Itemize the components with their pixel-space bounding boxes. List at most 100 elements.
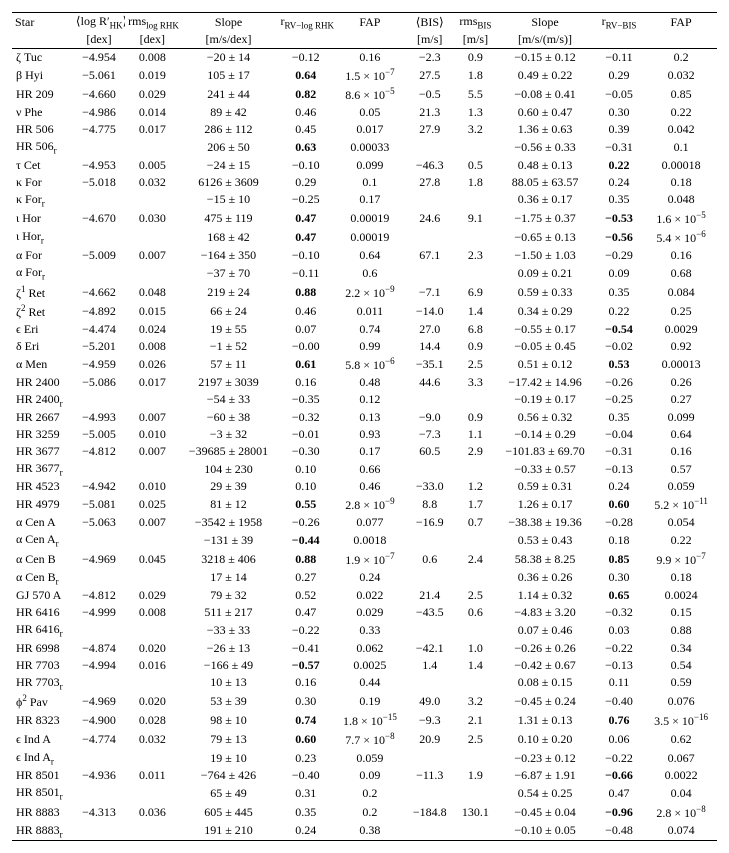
table-body: ζ Tuc−4.9540.008−20 ± 14−0.120.16−2.30.9… <box>12 49 717 841</box>
cell-fap2: 5.4 × 10−6 <box>645 228 717 247</box>
cell-star: HR 6416r <box>12 621 73 639</box>
cell-logR <box>73 822 125 841</box>
cell-r1: 0.88 <box>277 283 334 302</box>
col-header-10: FAP <box>645 13 717 32</box>
cell-bis: −9.0 <box>406 409 454 426</box>
cell-rms2: 2.5 <box>454 587 498 604</box>
cell-r1: 0.07 <box>277 321 334 338</box>
cell-fap2: 0.16 <box>645 443 717 460</box>
cell-r2: 0.09 <box>593 264 645 282</box>
cell-star: α Forr <box>12 264 73 282</box>
cell-star: ζ1 Ret <box>12 283 73 302</box>
table-row: κ For−5.0180.0326126 ± 36090.290.127.81.… <box>12 174 717 191</box>
cell-bis <box>406 138 454 156</box>
table-row: HR 6998−4.8740.020−26 ± 13−0.410.062−42.… <box>12 640 717 657</box>
table-row: HR 7703−4.9940.016−166 ± 49−0.570.00251.… <box>12 657 717 674</box>
cell-rms2: 0.5 <box>454 157 498 174</box>
cell-rms2 <box>454 264 498 282</box>
table-row: τ Cet−4.9530.005−24 ± 15−0.100.099−46.30… <box>12 157 717 174</box>
cell-star: α For <box>12 247 73 264</box>
cell-r1: 0.30 <box>277 692 334 711</box>
cell-r1: 0.16 <box>277 374 334 391</box>
col-header-3: Slope <box>180 13 278 32</box>
cell-star: HR 7703r <box>12 674 73 692</box>
cell-r2: −0.31 <box>593 443 645 460</box>
cell-bis: 67.1 <box>406 247 454 264</box>
cell-fap1: 0.059 <box>334 749 406 767</box>
cell-rms1: 0.011 <box>125 767 179 784</box>
cell-fap1: 0.062 <box>334 640 406 657</box>
cell-fap1: 7.7 × 10−8 <box>334 730 406 749</box>
cell-fap1: 0.029 <box>334 604 406 621</box>
cell-slope2: −1.50 ± 1.03 <box>497 247 593 264</box>
cell-rms1: 0.028 <box>125 711 179 730</box>
table-row: HR 3677−4.8120.007−39685 ± 28001−0.300.1… <box>12 443 717 460</box>
cell-rms2 <box>454 391 498 409</box>
cell-bis: 60.5 <box>406 443 454 460</box>
cell-r2: −0.53 <box>593 209 645 228</box>
header-row-1: Star⟨log R′HK⟩rmslog RHKSloperRV−log RHK… <box>12 13 717 32</box>
cell-slope1: 6126 ± 3609 <box>180 174 278 191</box>
table-row: ζ1 Ret−4.6620.048219 ± 240.882.2 × 10−9−… <box>12 283 717 302</box>
cell-r2: −0.56 <box>593 228 645 247</box>
cell-logR: −4.660 <box>73 85 125 104</box>
cell-rms2: 2.5 <box>454 730 498 749</box>
cell-r2: −0.02 <box>593 338 645 355</box>
cell-star: HR 8323 <box>12 711 73 730</box>
cell-fap2: 0.042 <box>645 121 717 138</box>
cell-fap2: 0.048 <box>645 191 717 209</box>
cell-fap2: 0.57 <box>645 460 717 478</box>
cell-logR <box>73 138 125 156</box>
cell-logR: −4.313 <box>73 803 125 822</box>
cell-star: HR 3259 <box>12 426 73 443</box>
cell-r2: 0.03 <box>593 621 645 639</box>
table-row: HR 8883−4.3130.036605 ± 4450.350.2−184.8… <box>12 803 717 822</box>
cell-rms2: 3.3 <box>454 374 498 391</box>
cell-slope1: 79 ± 32 <box>180 587 278 604</box>
cell-slope1: −33 ± 33 <box>180 621 278 639</box>
cell-slope1: 191 ± 210 <box>180 822 278 841</box>
cell-r1: −0.00 <box>277 338 334 355</box>
cell-slope1: −54 ± 33 <box>180 391 278 409</box>
cell-slope2: −6.87 ± 1.91 <box>497 767 593 784</box>
cell-bis: −11.3 <box>406 767 454 784</box>
cell-fap1: 0.022 <box>334 587 406 604</box>
cell-rms2 <box>454 460 498 478</box>
cell-r2: −0.04 <box>593 426 645 443</box>
col-unit-4 <box>277 31 334 49</box>
cell-r1: 0.16 <box>277 674 334 692</box>
table-row: HR 2400r−54 ± 33−0.350.12−0.19 ± 0.17−0.… <box>12 391 717 409</box>
cell-fap1: 0.1 <box>334 174 406 191</box>
cell-rms2: 2.3 <box>454 247 498 264</box>
cell-bis <box>406 822 454 841</box>
cell-star: ζ2 Ret <box>12 302 73 321</box>
cell-star: HR 6998 <box>12 640 73 657</box>
cell-star: α Cen Br <box>12 569 73 587</box>
col-header-4: rRV−log RHK <box>277 13 334 32</box>
table-row: ϵ Ind A−4.7740.03279 ± 130.607.7 × 10−82… <box>12 730 717 749</box>
cell-slope2: 0.59 ± 0.33 <box>497 283 593 302</box>
cell-slope1: −164 ± 350 <box>180 247 278 264</box>
cell-slope2: −0.15 ± 0.12 <box>497 49 593 67</box>
cell-logR: −4.953 <box>73 157 125 174</box>
cell-slope2: 0.59 ± 0.31 <box>497 478 593 495</box>
cell-r1: 0.47 <box>277 228 334 247</box>
cell-slope1: 3218 ± 406 <box>180 550 278 569</box>
cell-r1: 0.47 <box>277 209 334 228</box>
cell-rms2: 3.2 <box>454 692 498 711</box>
cell-r2: −0.32 <box>593 604 645 621</box>
cell-fap1: 0.66 <box>334 460 406 478</box>
cell-slope1: 66 ± 24 <box>180 302 278 321</box>
cell-rms1: 0.008 <box>125 604 179 621</box>
cell-rms1: 0.048 <box>125 283 179 302</box>
cell-fap2: 0.62 <box>645 730 717 749</box>
data-table: Star⟨log R′HK⟩rmslog RHKSloperRV−log RHK… <box>12 12 717 841</box>
table-row: HR 506r206 ± 500.630.00033−0.56 ± 0.33−0… <box>12 138 717 156</box>
cell-slope2: 0.49 ± 0.22 <box>497 66 593 85</box>
cell-logR: −5.009 <box>73 247 125 264</box>
cell-logR: −5.005 <box>73 426 125 443</box>
col-unit-2: [dex] <box>125 31 179 49</box>
table-row: HR 506−4.7750.017286 ± 1120.450.01727.93… <box>12 121 717 138</box>
cell-bis: −46.3 <box>406 157 454 174</box>
cell-rms1 <box>125 784 179 802</box>
